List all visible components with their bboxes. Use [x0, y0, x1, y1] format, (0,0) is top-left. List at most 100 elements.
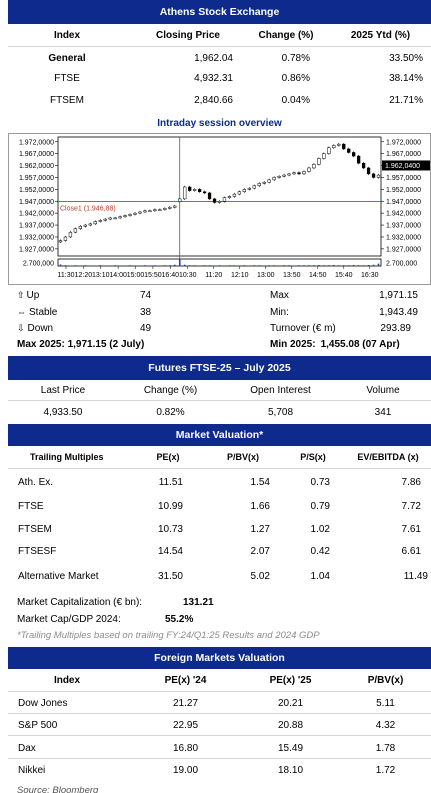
- ev-ebitda-value: 7.86: [401, 476, 421, 488]
- candle: [292, 172, 296, 175]
- table-row: FTSEM 10.73 1.27 1.02 7.61: [8, 519, 431, 539]
- volume-bar: [323, 265, 325, 266]
- pe24-value: 21.27: [172, 697, 199, 709]
- volume-bar: [173, 264, 176, 266]
- foreign-pbv-header: P/BV(x): [367, 674, 404, 686]
- divider: [8, 468, 431, 469]
- foreign-pbv-value: 5.11: [376, 697, 395, 709]
- foreign-index-header: Index: [53, 674, 81, 686]
- volume-bar: [238, 265, 241, 266]
- stat-down: ⇩ Down: [17, 321, 53, 335]
- x-tick-label: 12:10: [231, 272, 249, 279]
- market-cap-gdp-label: Market Cap/GDP 2024:: [17, 613, 121, 625]
- pe-value: 11.51: [158, 476, 183, 488]
- y-tick-label: 1.957,0000: [386, 175, 421, 182]
- candle: [312, 164, 316, 169]
- x-tick-label: 14:00: [109, 272, 127, 279]
- candle: [277, 176, 281, 178]
- market-name: Alternative Market: [18, 570, 99, 582]
- y-tick-label: 1.952,0000: [19, 187, 54, 194]
- futures-last-price: 4,933.50: [43, 406, 83, 418]
- x-tick-label: 13:00: [257, 272, 275, 279]
- volume-bar: [268, 265, 270, 266]
- volume-bar: [159, 265, 161, 266]
- ps-value: 1.02: [310, 523, 330, 535]
- candle: [173, 205, 177, 208]
- volume-bar: [208, 265, 211, 266]
- y-tick-label: 1.952,0000: [386, 187, 421, 194]
- candle: [237, 191, 242, 195]
- min-2025-label: Min 2025:: [270, 338, 316, 350]
- change-pct: 0.04%: [281, 94, 310, 106]
- x-tick-label: 11:20: [205, 272, 222, 279]
- x-tick-label: 13:50: [283, 272, 301, 279]
- market-cap-gdp-value: 55.2%: [165, 613, 194, 625]
- x-tick-label: 15:50: [144, 272, 162, 279]
- candle: [217, 201, 222, 203]
- x-tick-label: 10:30: [179, 272, 197, 279]
- pe24-header: PE(x) '24: [164, 674, 207, 686]
- volume-bar: [139, 265, 141, 266]
- volume-bar: [298, 265, 300, 266]
- volume-bar: [223, 265, 226, 266]
- candle: [138, 211, 142, 214]
- stat-up: ⇧ Up: [17, 288, 39, 302]
- foreign-pbv-value: 1.78: [375, 742, 396, 754]
- ps-value: 0.42: [310, 545, 330, 557]
- volume-area: [57, 258, 382, 267]
- volume-bar: [109, 265, 111, 266]
- change-header: Change (%): [143, 384, 198, 396]
- foreign-pbv-value: 4.32: [375, 719, 396, 731]
- candle: [148, 210, 152, 213]
- volume-bar: [119, 265, 121, 266]
- index-name: FTSE: [54, 72, 80, 84]
- pbv-value: 5.02: [250, 570, 270, 582]
- volume-bar: [188, 265, 191, 266]
- candle: [376, 174, 381, 178]
- candle: [317, 158, 321, 165]
- volume-bar: [243, 265, 246, 266]
- volume-bar: [213, 265, 216, 266]
- market-name: FTSE: [18, 500, 44, 512]
- candle: [78, 226, 83, 229]
- candle: [168, 206, 172, 209]
- volume-tick-label: 2.700,000: [23, 261, 54, 268]
- candle: [262, 181, 266, 184]
- pbv-value: 2.07: [250, 545, 270, 557]
- volume-bar: [328, 265, 330, 266]
- up-value: 74: [140, 289, 152, 301]
- volume-bar: [293, 265, 295, 266]
- volume-bar: [372, 264, 375, 266]
- divider: [8, 691, 431, 692]
- volume-bar: [84, 265, 87, 266]
- valuation-footnote: *Trailing Multiples based on trailing FY…: [17, 630, 320, 641]
- pe25-header: PE(x) '25: [269, 674, 312, 686]
- candle: [302, 171, 306, 175]
- candle: [332, 145, 336, 148]
- volume-bar: [233, 265, 236, 266]
- candle: [212, 198, 217, 203]
- pe-value: 10.73: [157, 523, 183, 535]
- volume-bar: [154, 265, 156, 266]
- candle: [63, 236, 68, 241]
- volume-bar: [198, 265, 201, 266]
- pe24-value: 22.95: [172, 719, 199, 731]
- volume-bar: [69, 265, 72, 266]
- candle: [267, 179, 271, 183]
- valuation-table-header: Trailing Multiples PE(x) P/BV(x) P/S(x) …: [8, 447, 431, 467]
- candle: [307, 167, 311, 172]
- y-tick-label: 1.937,0000: [19, 223, 54, 230]
- volume-bar: [278, 265, 280, 266]
- x-tick-label: 11:30: [58, 272, 75, 279]
- candle: [118, 216, 122, 219]
- volume-header: Volume: [366, 384, 400, 396]
- foreign-index-name: Dow Jones: [18, 697, 68, 709]
- arrow-down-icon: ⇩: [17, 322, 25, 333]
- volume-bar: [357, 265, 360, 266]
- candle: [73, 228, 78, 233]
- volume-bar: [149, 265, 151, 266]
- candle: [207, 192, 212, 200]
- valuation-title: Market Valuation*: [175, 429, 264, 441]
- y-tick-label: 1.947,0000: [386, 199, 421, 206]
- divider: [8, 400, 431, 401]
